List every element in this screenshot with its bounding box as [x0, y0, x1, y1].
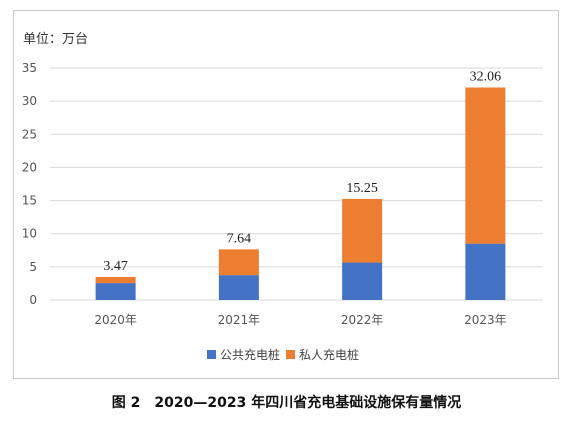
unit-label: 单位：万台	[23, 32, 88, 47]
bar-public-2	[342, 262, 383, 300]
bar-public-0	[95, 283, 136, 300]
y-tick-label: 10	[22, 227, 37, 241]
total-label: 7.64	[227, 231, 252, 246]
bars	[95, 87, 506, 300]
bar-private-1	[218, 249, 259, 276]
x-category-label: 2022年	[341, 313, 384, 327]
x-axis-categories: 2020年 2021年 2022年 2023年	[94, 313, 506, 327]
legend: 公共充电桩 私人充电桩	[207, 347, 359, 362]
y-tick-label: 35	[22, 61, 37, 75]
x-category-label: 2023年	[464, 313, 507, 327]
total-label: 32.06	[470, 69, 502, 84]
total-label: 3.47	[103, 259, 128, 274]
bar-public-1	[218, 275, 259, 300]
y-tick-label: 0	[29, 293, 37, 307]
total-labels: 3.47 7.64 15.25 32.06	[103, 69, 501, 274]
y-axis-ticks: 0 5 10 15 20 25 30 35	[22, 61, 37, 307]
legend-label: 公共充电桩	[220, 347, 280, 362]
figure-caption: 图 2 2020—2023 年四川省充电基础设施保有量情况	[111, 395, 462, 411]
bar-private-2	[342, 198, 383, 263]
legend-label: 私人充电桩	[299, 347, 359, 362]
y-tick-label: 30	[22, 94, 37, 108]
bar-public-3	[465, 243, 506, 300]
y-tick-label: 25	[22, 127, 37, 141]
y-tick-label: 15	[22, 194, 37, 208]
x-category-label: 2021年	[218, 313, 261, 327]
x-category-label: 2020年	[94, 313, 137, 327]
legend-swatch	[286, 350, 295, 359]
y-tick-label: 5	[29, 260, 37, 274]
bar-private-3	[465, 87, 506, 244]
legend-swatch	[207, 350, 216, 359]
total-label: 15.25	[346, 181, 378, 196]
bar-private-0	[95, 276, 136, 284]
y-tick-label: 20	[22, 160, 37, 174]
